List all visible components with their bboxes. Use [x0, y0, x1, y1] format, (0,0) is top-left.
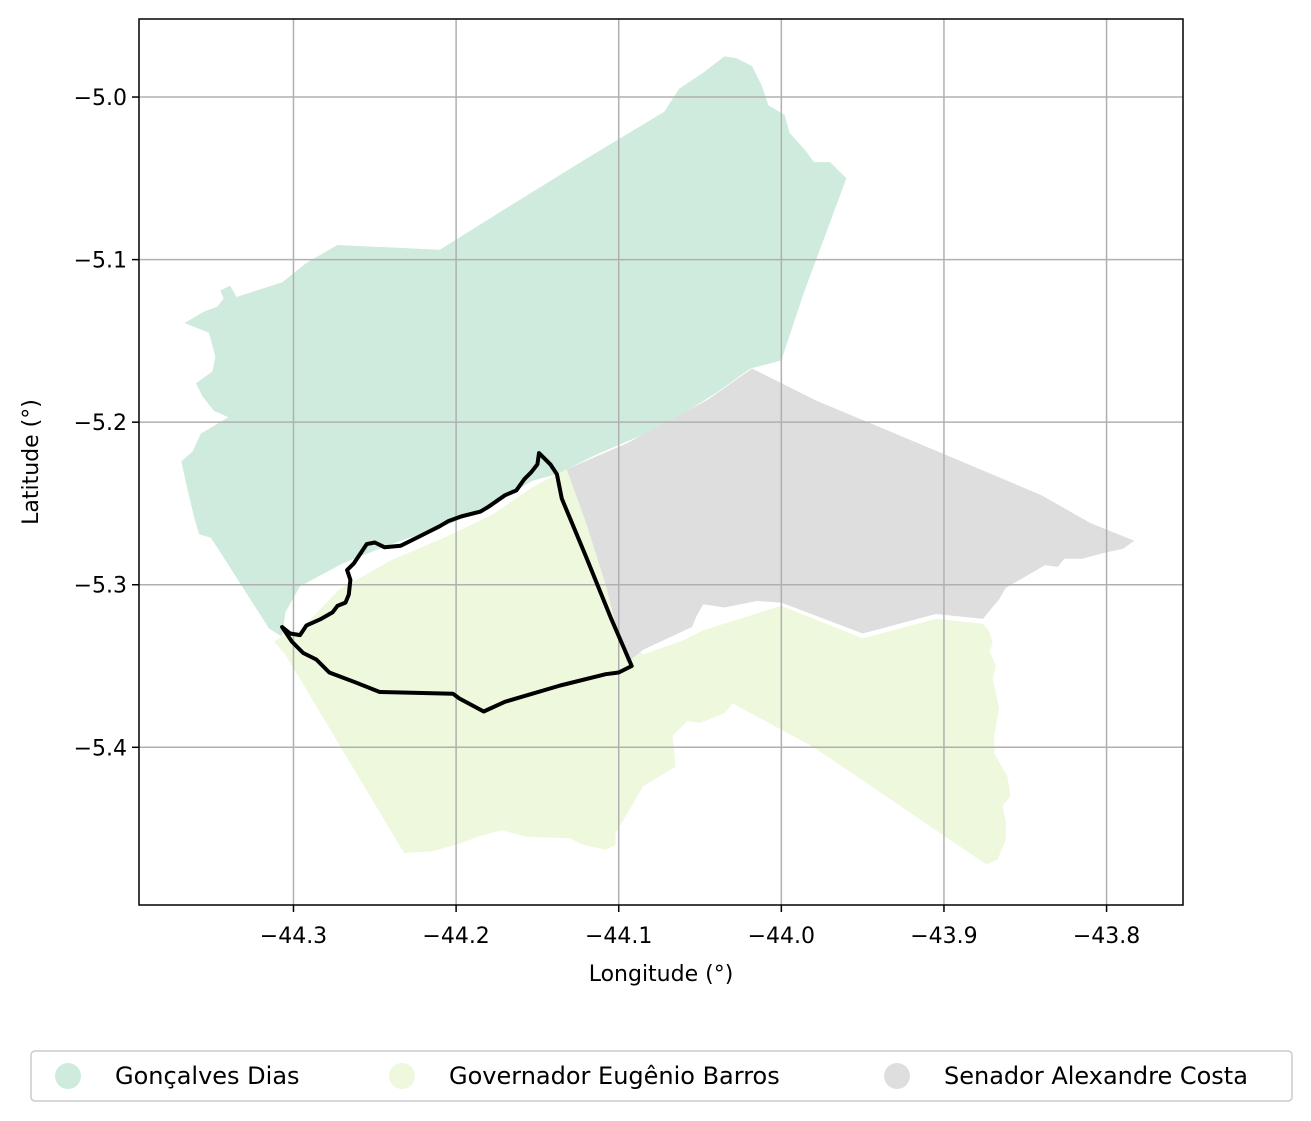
highlight-outline: [280, 451, 634, 714]
legend-items: Gonçalves Dias Governador Eugênio Barros S…: [55, 1062, 1248, 1090]
legend-frame: [30, 1050, 1293, 1102]
grid-lines: [139, 19, 1183, 905]
regions-layer: [181, 56, 1135, 865]
y-axis-title: Latitude (°): [19, 399, 44, 525]
legend-marker: [884, 1063, 910, 1089]
legend-marker: [389, 1063, 415, 1089]
x-tick-label: −43.8: [1073, 924, 1140, 949]
region-gon-alves-dias: [181, 56, 847, 637]
legend-label: Governador Eugênio Barros: [449, 1062, 780, 1090]
plot-frame: [138, 18, 1184, 906]
y-tick-label: −5.2: [74, 411, 127, 436]
x-axis-title: Longitude (°): [589, 962, 734, 987]
x-tick-label: −44.1: [585, 924, 652, 949]
y-tick-label: −5.1: [74, 249, 127, 274]
y-tick-label: −5.4: [74, 736, 127, 761]
region-governador-eug-nio-barros: [274, 469, 1011, 865]
legend-marker: [55, 1063, 81, 1089]
legend: Gonçalves Dias Governador Eugênio Barros S…: [30, 1050, 1293, 1102]
y-tick-label: −5.3: [74, 574, 127, 599]
region-senador-alexandre-costa: [566, 368, 1135, 663]
x-tick-label: −44.0: [748, 924, 815, 949]
x-axis-ticks: −44.3 −44.2 −44.1 −44.0 −43.9 −43.8: [260, 905, 1140, 949]
y-tick-label: −5.0: [74, 86, 127, 111]
x-tick-label: −44.2: [422, 924, 489, 949]
x-tick-label: −44.3: [260, 924, 327, 949]
legend-label: Senador Alexandre Costa: [944, 1062, 1248, 1090]
y-axis-ticks: −5.0 −5.1 −5.2 −5.3 −5.4: [74, 86, 139, 761]
highlight-outline-layer: [280, 451, 634, 714]
legend-label: Gonçalves Dias: [115, 1062, 300, 1090]
x-tick-label: −43.9: [910, 924, 977, 949]
